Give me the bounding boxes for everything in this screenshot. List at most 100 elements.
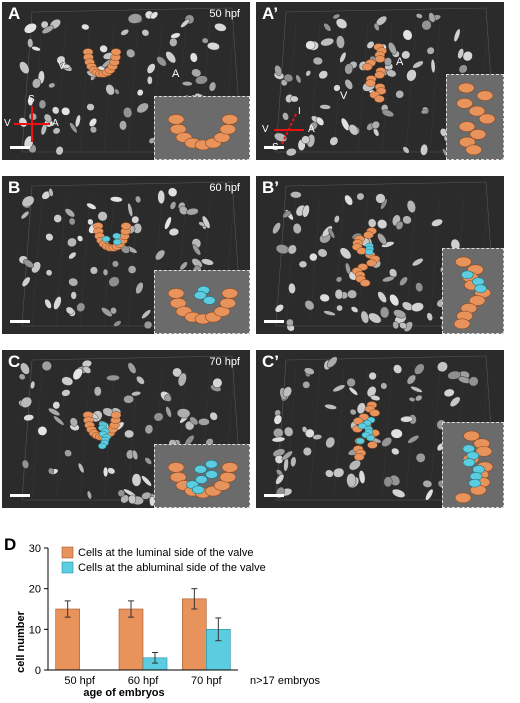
inset-a [154,96,250,160]
grey-cell [371,120,380,130]
grey-cell [272,222,281,235]
grey-cell [339,247,352,260]
grey-cell [347,289,358,299]
grey-cell [319,293,330,303]
luminal-cell [362,63,373,71]
grey-cell [157,190,165,205]
x-tick-label: 60 hpf [128,675,160,687]
grey-cell [426,312,433,322]
grey-cell [212,377,223,388]
bar-luminal [182,598,207,671]
grey-cell [65,306,75,315]
inset-abluminal-cell [460,270,474,280]
grey-cell [64,449,72,457]
grey-cell [274,304,284,313]
grey-cell [333,84,341,92]
grey-cell [288,282,296,294]
grey-cell [309,252,318,262]
grey-cell [132,449,139,460]
grey-cell [421,20,432,31]
inset-b-prime [442,248,504,334]
grey-cell [127,265,137,274]
grey-cell [415,452,426,463]
panel-label-c-prime: C’ [262,352,279,371]
grey-cell [380,382,388,390]
render-grid-line [31,195,43,327]
legend-label-abluminal: Cells at the abluminal side of the valve [78,562,266,574]
abluminal-cell [358,422,367,430]
grey-cell [458,64,468,74]
render-grid-line [55,369,67,501]
grey-cell [402,215,412,225]
inset-luminal-cell [219,123,237,135]
grey-cell [468,376,479,387]
grey-cell [411,302,424,312]
grey-cell [176,408,191,419]
grey-cell [136,89,144,97]
grey-cell [315,116,325,126]
grey-cell [285,148,297,157]
grey-cell [76,235,84,242]
grey-cell [350,306,359,313]
axis-a-a: A [52,118,59,129]
luminal-cell [353,417,364,425]
inset-luminal-cell [167,288,185,299]
render-grid-line [357,195,369,327]
inset-luminal-cell [457,82,475,94]
grey-cell [45,269,53,277]
inset-luminal-cell [221,462,239,473]
render-grid-line [151,369,163,501]
grey-cell [209,411,218,421]
grey-cell [168,228,180,237]
grey-cell [141,29,150,37]
grey-cell [32,78,42,89]
grey-cell [275,473,285,485]
render-grid-line [127,195,139,327]
luminal-cell [363,231,374,239]
grey-cell [41,360,52,372]
grey-cell [335,18,348,29]
grey-cell [124,429,135,439]
inset-a-prime [446,74,504,160]
grey-cell [189,416,199,426]
grey-cell [144,424,154,435]
render-grid-line [309,21,321,153]
abluminal-cell [356,437,365,445]
scale-bar-a-prime [264,146,284,149]
abluminal-cell [112,232,121,240]
grey-cell [88,118,98,127]
grey-cell [290,95,299,103]
grey-cell [20,210,30,220]
grey-cell [23,23,37,34]
grey-cell [48,188,54,197]
time-label-a: 50 hpf [209,8,240,20]
luminal-cell [353,453,365,461]
grey-cell [356,192,365,201]
inset-luminal-cell [219,297,237,309]
grey-cell [304,300,315,311]
y-tick-label: 20 [29,584,41,596]
grey-cell [453,28,461,42]
grey-cell [202,215,211,229]
render-grid-line [381,195,393,327]
grey-cell [81,23,90,31]
scale-bar-b [10,320,30,323]
inset-luminal-cell [468,105,486,117]
chart-sample-note: n>17 embryos [250,675,321,687]
grey-cell [273,414,283,425]
render-grid-line [285,195,297,327]
grey-cell [381,241,395,248]
grey-cell [366,41,375,49]
grey-cell [406,69,417,82]
grey-cell [408,397,416,402]
grey-cell [201,37,209,44]
grey-cell [30,380,36,390]
inset-luminal-cell [453,318,471,330]
grey-cell [123,394,134,404]
grey-cell [393,364,403,374]
inset-luminal-cell [468,295,486,306]
grey-cell [68,217,76,226]
chart-y-label: cell number [15,610,27,672]
grey-cell [271,436,286,443]
grey-cell [179,261,188,271]
